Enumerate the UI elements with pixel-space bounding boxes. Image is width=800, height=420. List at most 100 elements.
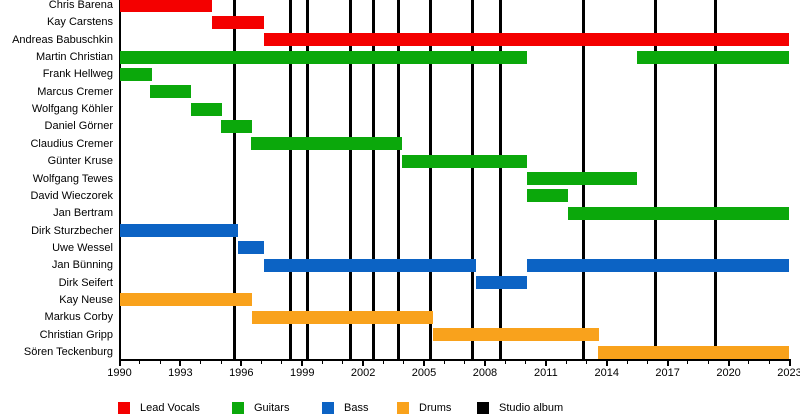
member-label: Marcus Cremer [37, 85, 113, 98]
legend-swatch [477, 402, 489, 414]
member-label: Uwe Wessel [52, 241, 113, 254]
axis-minor-tick [687, 361, 689, 364]
member-label: Dirk Sturzbecher [31, 224, 113, 237]
axis-tick-label: 2008 [472, 367, 498, 379]
axis-minor-tick [748, 361, 750, 364]
member-label: Wolfgang Köhler [31, 103, 113, 116]
album-line [397, 0, 401, 359]
axis-minor-tick [200, 361, 202, 364]
member-label: Jan Bertram [53, 207, 113, 220]
tenure-bar [401, 154, 527, 168]
tenure-bar [238, 241, 264, 255]
tenure-bar [637, 50, 790, 64]
axis-minor-tick [646, 361, 648, 364]
member-label: Chris Barena [48, 0, 113, 11]
axis-minor-tick [443, 361, 445, 364]
album-line [371, 0, 375, 359]
tenure-bar [119, 67, 152, 81]
album-line [713, 0, 717, 359]
tenure-bar [568, 206, 790, 220]
member-label: Christian Gripp [39, 328, 113, 341]
member-label: Kay Carstens [46, 16, 113, 29]
tenure-bar [526, 258, 790, 272]
axis-major-tick [727, 361, 730, 366]
member-label: Sören Teckenburg [23, 346, 113, 358]
tenure-bar [119, 0, 212, 12]
album-line [349, 0, 353, 359]
member-label: Wolfgang Tewes [32, 172, 113, 185]
axis-major-tick [301, 361, 304, 366]
axis-tick-label: 1990 [107, 367, 132, 379]
axis-major-tick [362, 361, 365, 366]
album-line [498, 0, 502, 359]
tenure-bar [433, 328, 599, 342]
axis-minor-tick [159, 361, 161, 364]
axis-tick-label: 2020 [716, 367, 741, 379]
album-line [471, 0, 475, 359]
tenure-bar [251, 137, 402, 151]
axis-tick-label: 1993 [168, 367, 193, 379]
axis-minor-tick [281, 361, 283, 364]
axis-minor-tick [626, 361, 628, 364]
legend-swatch [232, 402, 244, 414]
member-label: Daniel Görner [44, 120, 113, 133]
axis-minor-tick [504, 361, 506, 364]
tenure-bar [475, 276, 527, 290]
member-label: Jan Bünning [51, 259, 113, 272]
member-label: Martin Christian [35, 51, 113, 64]
tenure-bar [252, 310, 434, 324]
album-line [305, 0, 309, 359]
axis-minor-tick [403, 361, 405, 364]
tenure-bar [119, 293, 253, 307]
axis-major-tick [483, 361, 486, 366]
axis-major-tick [666, 361, 669, 366]
axis-major-tick [423, 361, 426, 366]
axis-tick-label: 2017 [655, 367, 680, 379]
legend-swatch [397, 402, 409, 414]
axis-major-tick [118, 361, 121, 366]
axis-minor-tick [220, 361, 222, 364]
tenure-bar [263, 33, 790, 47]
axis-tick-label: 2014 [594, 367, 619, 379]
axis-major-tick [605, 361, 608, 366]
legend-label: Studio album [499, 402, 564, 414]
axis-minor-tick [464, 361, 466, 364]
axis-tick-label: 2023 [777, 367, 800, 379]
axis-tick-label: 1996 [229, 367, 254, 379]
member-label: David Wieczorek [30, 189, 113, 202]
axis-major-tick [179, 361, 182, 366]
album-line [654, 0, 657, 359]
y-axis-line [118, 0, 121, 361]
axis-tick-label: 1999 [289, 367, 315, 379]
axis-minor-tick [139, 361, 141, 364]
album-line [288, 0, 292, 359]
tenure-bar [149, 85, 191, 99]
axis-major-tick [788, 361, 791, 366]
axis-minor-tick [261, 361, 263, 364]
axis-minor-tick [525, 361, 527, 364]
axis-minor-tick [342, 361, 344, 364]
tenure-bar [221, 119, 253, 133]
member-label: Claudius Cremer [30, 137, 113, 150]
member-label: Dirk Seifert [58, 276, 113, 289]
legend-label: Lead Vocals [140, 402, 200, 414]
tenure-bar [526, 172, 638, 185]
axis-tick-label: 2011 [534, 367, 558, 379]
axis-major-tick [240, 361, 243, 366]
album-line [232, 0, 236, 359]
tenure-bar [119, 50, 527, 64]
tenure-bar [526, 189, 569, 203]
legend-swatch [118, 402, 130, 414]
member-label: Andreas Babuschkin [12, 33, 113, 46]
tenure-bar [211, 15, 264, 29]
axis-minor-tick [768, 361, 770, 364]
axis-minor-tick [707, 361, 709, 364]
member-label: Günter Kruse [47, 155, 113, 168]
axis-tick-label: 2002 [350, 367, 376, 379]
album-line [428, 0, 432, 359]
x-axis-line [118, 359, 791, 361]
axis-tick-label: 2005 [411, 367, 437, 379]
legend-label: Drums [419, 402, 452, 414]
tenure-bar [119, 224, 239, 238]
